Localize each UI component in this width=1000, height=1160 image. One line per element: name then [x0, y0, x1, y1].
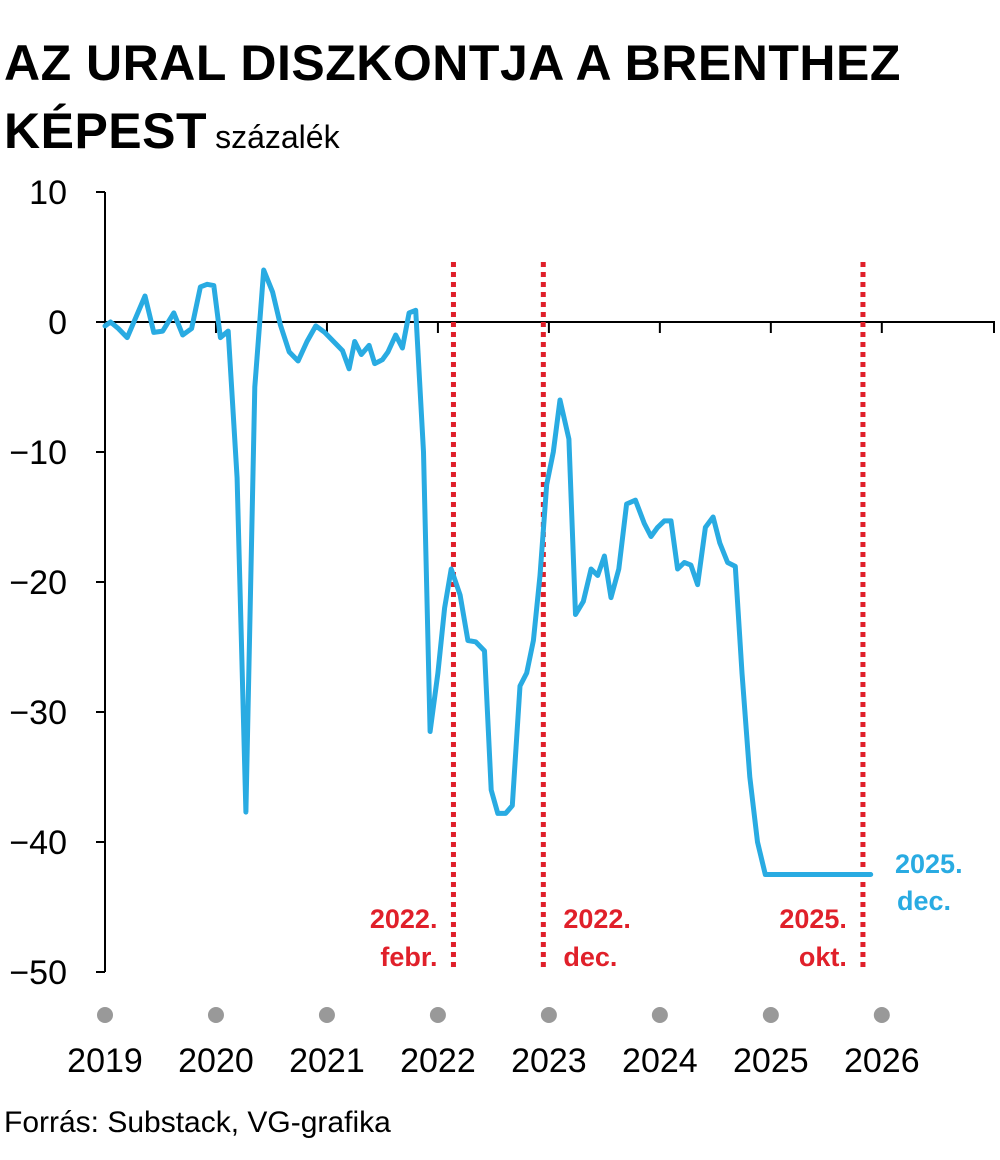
y-tick-label: −20: [9, 564, 67, 602]
x-tick-label: 2022: [400, 1042, 476, 1080]
chart-title-line2-text: KÉPEST: [4, 103, 208, 159]
y-tick-label: −50: [9, 954, 67, 992]
year-dot: [873, 1007, 890, 1023]
year-dot: [762, 1007, 779, 1023]
y-tick-label: −40: [9, 824, 67, 862]
event-label-line1: 2025.: [779, 904, 847, 934]
year-dot: [651, 1007, 668, 1023]
year-dot: [318, 1007, 335, 1023]
unit-label: százalék: [215, 119, 340, 155]
year-dot: [207, 1007, 224, 1023]
y-tick-label: 10: [29, 174, 67, 212]
y-tick-label: −10: [9, 434, 67, 472]
source-note: Forrás: Substack, VG-grafika: [4, 1106, 391, 1139]
event-label-line2: febr.: [380, 942, 437, 972]
x-tick-label: 2025: [733, 1042, 809, 1080]
y-tick-label: 0: [48, 304, 67, 342]
x-tick-label: 2020: [178, 1042, 254, 1080]
event-label-line2: okt.: [799, 942, 847, 972]
end-label-line2: dec.: [897, 886, 951, 916]
event-label-line2: dec.: [563, 942, 617, 972]
chart-title-line2: KÉPEST százalék: [4, 102, 340, 160]
x-tick-label: 2026: [844, 1042, 920, 1080]
year-dot: [97, 1007, 113, 1023]
end-label-line1: 2025.: [895, 849, 963, 879]
x-tick-label: 2021: [289, 1042, 365, 1080]
series-line-ural-discount: [102, 267, 874, 877]
y-tick-label: −30: [9, 694, 67, 732]
event-label-line1: 2022.: [563, 904, 631, 934]
year-dot: [429, 1007, 446, 1023]
year-dot: [540, 1007, 557, 1023]
x-tick-label: 2023: [511, 1042, 587, 1080]
chart-title-line1: AZ URAL DISZKONTJA A BRENTHEZ: [4, 35, 901, 91]
x-tick-label: 2024: [622, 1042, 698, 1080]
x-tick-label: 2019: [67, 1042, 143, 1080]
event-label-line1: 2022.: [370, 904, 438, 934]
